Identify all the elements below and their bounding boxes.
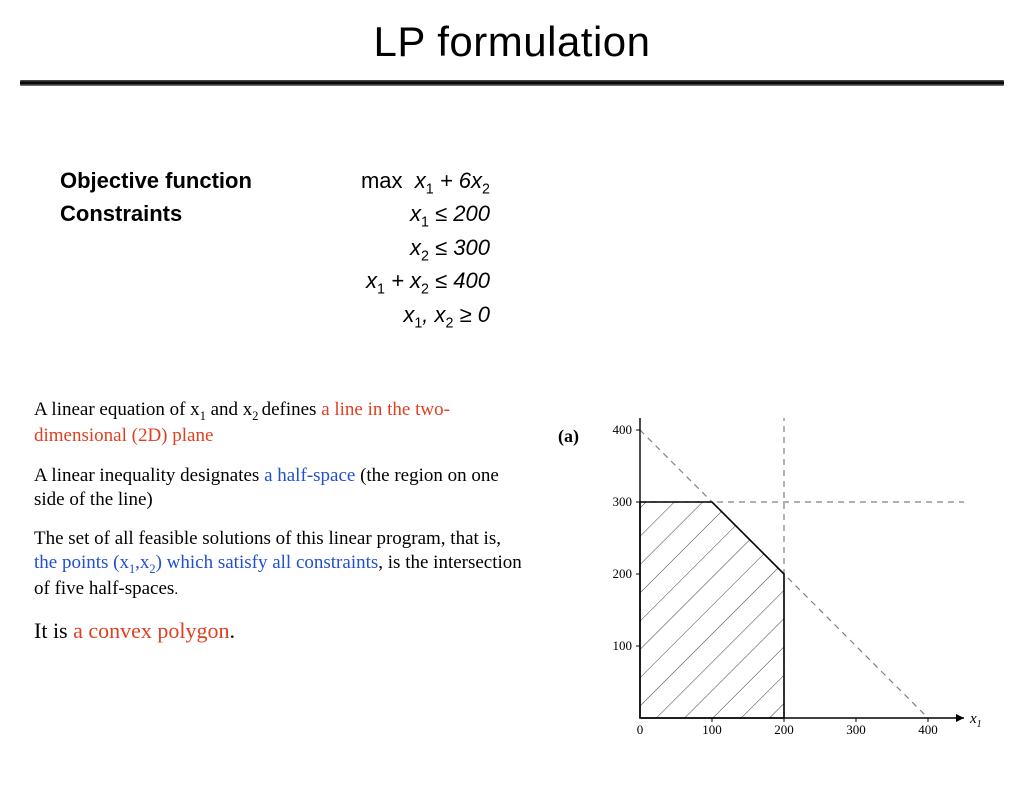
- math-c4: x1, x2 ≥ 0: [270, 302, 580, 331]
- svg-text:300: 300: [846, 722, 866, 737]
- svg-text:300: 300: [613, 494, 633, 509]
- svg-text:400: 400: [613, 422, 633, 437]
- math-c2: x2 ≤ 300: [270, 235, 580, 264]
- feasible-region-chart: 0 100 200 300 400 100 200 300 400 x1 x2: [560, 418, 1010, 758]
- para-1: A linear equation of x1 and x2 defines a…: [34, 398, 524, 448]
- slide-title: LP formulation: [0, 18, 1024, 66]
- title-divider: [20, 80, 1004, 86]
- lp-formula: Objective function max x1 + 6x2 Constrai…: [60, 168, 580, 335]
- para-2: A linear inequality designates a half-sp…: [34, 464, 524, 512]
- label-constraints: Constraints: [60, 201, 270, 230]
- para-4: It is a convex polygon.: [34, 617, 524, 645]
- svg-text:100: 100: [613, 638, 633, 653]
- explanation-text: A linear equation of x1 and x2 defines a…: [34, 398, 524, 661]
- svg-text:100: 100: [702, 722, 722, 737]
- svg-text:200: 200: [774, 722, 794, 737]
- svg-text:400: 400: [918, 722, 938, 737]
- svg-text:x2: x2: [647, 418, 660, 419]
- para-3: The set of all feasible solutions of thi…: [34, 527, 524, 601]
- svg-text:x1: x1: [969, 711, 982, 730]
- math-objective: max x1 + 6x2: [270, 168, 580, 197]
- svg-text:0: 0: [637, 722, 644, 737]
- math-c3: x1 + x2 ≤ 400: [270, 268, 580, 297]
- math-c1: x1 ≤ 200: [270, 201, 580, 230]
- label-objective: Objective function: [60, 168, 270, 197]
- svg-text:200: 200: [613, 566, 633, 581]
